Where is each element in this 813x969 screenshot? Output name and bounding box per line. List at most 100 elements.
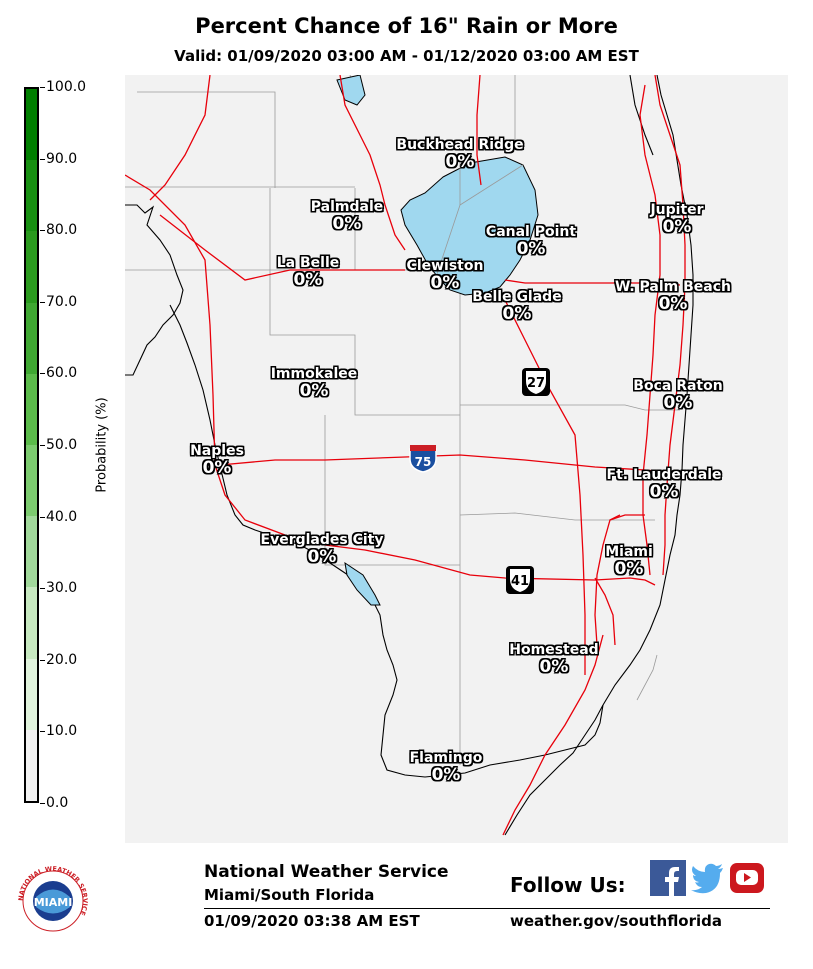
highways	[125, 75, 686, 836]
us27-label: 27	[527, 376, 545, 391]
city-label: Miami 0%	[605, 544, 653, 579]
city-label: Immokalee 0%	[270, 366, 358, 401]
colorbar-segment	[26, 445, 37, 517]
city-label: Canal Point 0%	[485, 224, 577, 259]
colorbar-tick	[40, 588, 45, 590]
city-probability: 0%	[662, 217, 692, 237]
lake-okeechobee	[400, 156, 539, 296]
small-lake-south	[344, 561, 381, 606]
city-probability: 0%	[539, 657, 569, 677]
colorbar-segment	[26, 587, 37, 659]
city-probability: 0%	[614, 559, 644, 579]
colorbar-tick-label: 70.0	[46, 293, 78, 310]
colorbar-tick-label: 80.0	[46, 222, 78, 239]
colorbar-tick-label: 90.0	[46, 150, 78, 167]
colorbar-segment	[26, 160, 37, 232]
city-name: Ft. Lauderdale	[606, 467, 722, 483]
city-probability: 0%	[649, 482, 679, 502]
logo-text: MIAMI	[34, 896, 73, 909]
city-name: Miami	[605, 544, 653, 560]
city-probability: 0%	[502, 304, 532, 324]
us27-shield: 27	[522, 368, 550, 396]
city-label: Palmdale 0%	[310, 199, 384, 234]
city-name: Belle Glade	[472, 289, 562, 305]
city-label: Ft. Lauderdale 0%	[606, 467, 722, 502]
colorbar	[24, 87, 39, 803]
i75-shield: 75	[409, 445, 437, 473]
city-probability: 0%	[663, 393, 693, 413]
map-panel: Buckhead Ridge 0% Palmdale 0% Canal Point 0% J…	[125, 75, 788, 843]
city-label: Buckhead Ridge 0%	[396, 137, 524, 172]
city-name: Clewiston	[406, 258, 484, 274]
map-base	[125, 75, 694, 836]
city-probability: 0%	[658, 294, 688, 314]
colorbar-tick-label: 10.0	[46, 723, 78, 740]
city-probability: 0%	[299, 381, 329, 401]
colorbar-tick	[40, 373, 45, 375]
valid-period: Valid: 01/09/2020 03:00 AM - 01/12/2020 …	[174, 47, 639, 65]
office-name: Miami/South Florida	[204, 886, 375, 904]
city-name: Flamingo	[409, 750, 483, 766]
city-name: Palmdale	[310, 199, 384, 215]
city-name: Naples	[190, 443, 244, 459]
city-label: Belle Glade 0%	[472, 289, 562, 324]
chart-title: Percent Chance of 16" Rain or More	[195, 14, 618, 38]
city-name: Everglades City	[260, 532, 384, 548]
city-probability: 0%	[332, 214, 362, 234]
colorbar-tick	[40, 301, 45, 303]
footer-divider	[204, 908, 770, 909]
city-label: Naples 0%	[190, 443, 244, 478]
youtube-icon[interactable]	[729, 860, 765, 896]
city-name: Immokalee	[270, 366, 358, 382]
city-label: Flamingo 0%	[409, 750, 483, 785]
colorbar-tick	[40, 87, 45, 88]
colorbar-segment	[26, 516, 37, 588]
city-probability: 0%	[202, 458, 232, 478]
city-label: W. Palm Beach 0%	[615, 279, 731, 314]
colorbar-segment	[26, 373, 37, 445]
facebook-icon[interactable]	[650, 860, 686, 896]
colorbar-segment	[26, 729, 37, 801]
city-probability: 0%	[445, 152, 475, 172]
city-name: Jupiter	[650, 202, 704, 218]
i75-label: 75	[415, 455, 432, 469]
colorbar-tick-label: 20.0	[46, 651, 78, 668]
twitter-icon[interactable]	[689, 860, 725, 896]
city-name: Canal Point	[485, 224, 577, 240]
colorbar-segment	[26, 231, 37, 303]
city-label: Boca Raton 0%	[633, 378, 723, 413]
colorbar-tick-label: 100.0	[46, 79, 87, 95]
agency-name: National Weather Service	[204, 862, 449, 882]
colorbar-tick-label: 30.0	[46, 580, 78, 597]
city-probability: 0%	[307, 547, 337, 567]
colorbar-tick	[40, 659, 45, 661]
colorbar-tick-label: 0.0	[46, 795, 69, 811]
colorbar-tick	[40, 803, 45, 804]
issued-time: 01/09/2020 03:38 AM EST	[204, 912, 420, 930]
city-name: Buckhead Ridge	[396, 137, 524, 153]
follow-us-label: Follow Us:	[510, 873, 626, 897]
website-link[interactable]: weather.gov/southflorida	[510, 912, 723, 930]
colorbar-title: Probability (%)	[94, 397, 110, 493]
city-probability: 0%	[430, 273, 460, 293]
city-name: La Belle	[276, 255, 340, 271]
colorbar-tick-label: 50.0	[46, 437, 78, 453]
colorbar-segment	[26, 302, 37, 374]
city-name: Homestead	[509, 642, 599, 658]
colorbar-tick-label: 60.0	[46, 365, 78, 382]
colorbar-tick	[40, 158, 45, 160]
city-label: Everglades City 0%	[260, 532, 384, 567]
city-name: Boca Raton	[633, 378, 723, 394]
city-label: La Belle 0%	[276, 255, 340, 290]
nws-logo: MIAMI NATIONAL WEATHER SERVICE	[17, 865, 89, 932]
city-probability: 0%	[516, 239, 546, 259]
colorbar-segment	[26, 89, 37, 161]
city-label: Homestead 0%	[509, 642, 599, 677]
colorbar-tick-label: 40.0	[46, 508, 78, 525]
colorbar-tick	[40, 516, 45, 518]
city-name: W. Palm Beach	[615, 279, 731, 295]
us41-label: 41	[511, 574, 529, 589]
city-probability: 0%	[293, 270, 323, 290]
colorbar-tick	[40, 731, 45, 733]
city-label: Clewiston 0%	[406, 258, 484, 293]
